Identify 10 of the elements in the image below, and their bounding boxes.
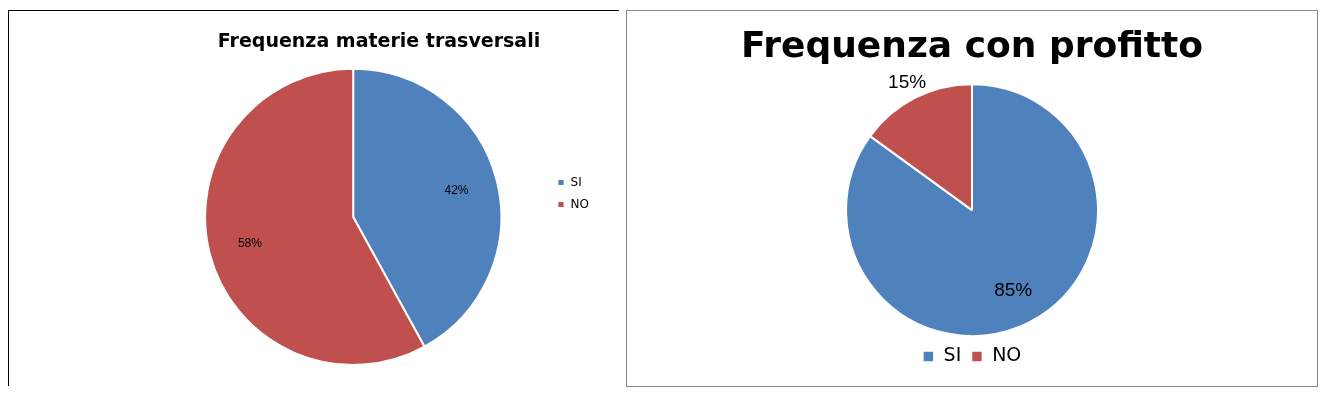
chart-title: Frequenza con profitto xyxy=(740,23,1204,65)
legend-label: SI xyxy=(943,343,962,366)
legend-label: NO xyxy=(992,343,1022,366)
data-label: 15% xyxy=(888,70,927,92)
data-label: 85% xyxy=(994,279,1033,301)
chart-title: Frequenza materie trasversali xyxy=(217,29,541,52)
legend-label: SI xyxy=(570,174,582,189)
legend-label: NO xyxy=(570,196,589,211)
data-label: 58% xyxy=(237,235,263,250)
data-label: 42% xyxy=(444,182,469,197)
